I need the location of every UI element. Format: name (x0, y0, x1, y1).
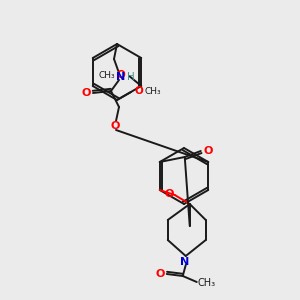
Text: O: O (117, 70, 126, 80)
Text: O: O (155, 269, 164, 279)
Text: CH₃: CH₃ (99, 70, 116, 80)
Text: O: O (110, 121, 120, 131)
Text: CH₃: CH₃ (145, 86, 161, 95)
Text: O: O (135, 86, 143, 96)
Text: O: O (203, 146, 212, 156)
Text: CH₃: CH₃ (198, 278, 216, 288)
Text: H: H (127, 72, 135, 82)
Text: N: N (116, 72, 126, 82)
Text: O: O (164, 189, 173, 199)
Text: N: N (180, 257, 189, 267)
Text: O: O (81, 88, 91, 98)
